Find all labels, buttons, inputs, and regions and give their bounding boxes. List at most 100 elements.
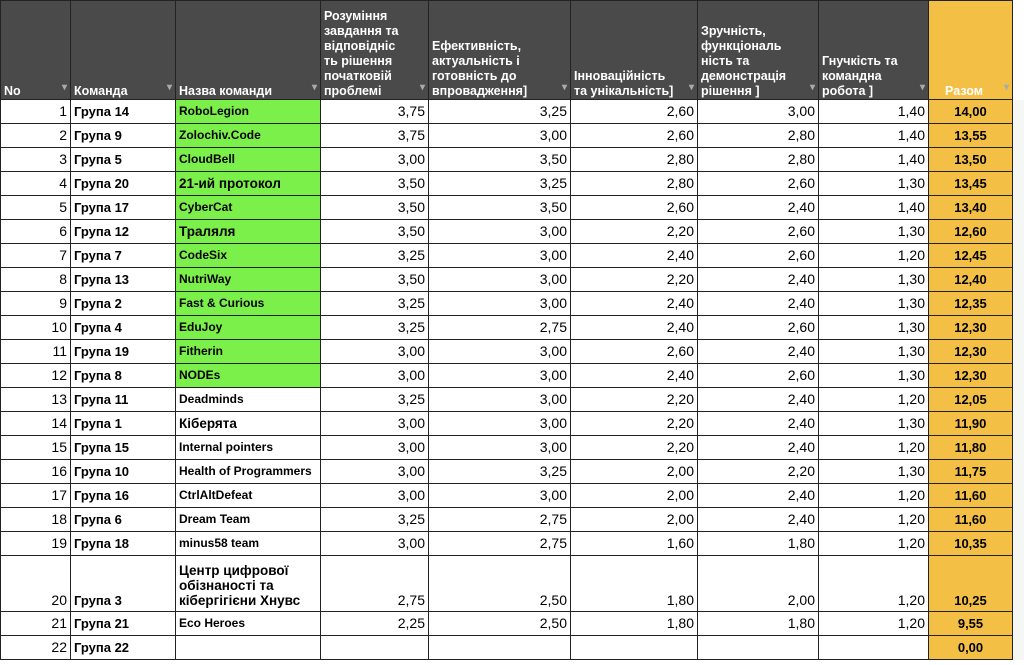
cell-no[interactable]: 11 xyxy=(0,339,71,364)
cell-total[interactable]: 13,55 xyxy=(928,123,1013,148)
cell-total[interactable]: 14,00 xyxy=(928,99,1013,124)
cell-group[interactable]: Група 2 xyxy=(70,291,176,316)
filter-icon[interactable]: ▾ xyxy=(61,82,67,93)
cell-no[interactable]: 1 xyxy=(0,99,71,124)
cell-no[interactable]: 14 xyxy=(0,411,71,436)
cell-no[interactable]: 6 xyxy=(0,219,71,244)
cell-c4[interactable]: 2,60 xyxy=(697,315,819,340)
cell-name[interactable]: Eco Heroes xyxy=(175,611,321,636)
cell-total[interactable]: 12,30 xyxy=(928,339,1013,364)
cell-group[interactable]: Група 8 xyxy=(70,363,176,388)
cell-total[interactable]: 13,50 xyxy=(928,147,1013,172)
cell-total[interactable]: 9,55 xyxy=(928,611,1013,636)
cell-name[interactable]: Центр цифрової обізнаності та кібергігіє… xyxy=(175,555,321,612)
cell-c4[interactable]: 1,80 xyxy=(697,611,819,636)
cell-c2[interactable]: 3,00 xyxy=(428,291,571,316)
cell-c1[interactable]: 3,75 xyxy=(320,99,429,124)
cell-c3[interactable]: 2,20 xyxy=(570,219,698,244)
cell-c1[interactable]: 3,00 xyxy=(320,147,429,172)
cell-c1[interactable]: 3,25 xyxy=(320,507,429,532)
cell-no[interactable]: 20 xyxy=(0,555,71,612)
cell-name[interactable]: Zolochiv.Code xyxy=(175,123,321,148)
cell-c5[interactable]: 1,30 xyxy=(818,219,929,244)
cell-name[interactable]: CtrlAltDefeat xyxy=(175,483,321,508)
cell-c5[interactable]: 1,40 xyxy=(818,147,929,172)
cell-name[interactable] xyxy=(175,635,321,660)
cell-no[interactable]: 10 xyxy=(0,315,71,340)
column-header-team-name[interactable]: Назва команди ▾ xyxy=(175,0,321,100)
cell-no[interactable]: 2 xyxy=(0,123,71,148)
cell-group[interactable]: Група 14 xyxy=(70,99,176,124)
cell-c3[interactable]: 2,40 xyxy=(570,363,698,388)
cell-c1[interactable]: 3,75 xyxy=(320,123,429,148)
cell-group[interactable]: Група 3 xyxy=(70,555,176,612)
cell-total[interactable]: 13,45 xyxy=(928,171,1013,196)
filter-icon[interactable]: ▾ xyxy=(419,82,425,93)
cell-name[interactable]: RoboLegion xyxy=(175,99,321,124)
cell-no[interactable]: 3 xyxy=(0,147,71,172)
cell-group[interactable]: Група 7 xyxy=(70,243,176,268)
column-header-understanding[interactable]: Розуміння завдання та відповідніс ть ріш… xyxy=(320,0,429,100)
cell-c2[interactable]: 3,00 xyxy=(428,243,571,268)
cell-total[interactable]: 11,90 xyxy=(928,411,1013,436)
cell-no[interactable]: 7 xyxy=(0,243,71,268)
cell-group[interactable]: Група 5 xyxy=(70,147,176,172)
column-header-team[interactable]: Команда ▾ xyxy=(70,0,176,100)
cell-c2[interactable]: 3,25 xyxy=(428,171,571,196)
cell-c1[interactable]: 3,50 xyxy=(320,219,429,244)
cell-no[interactable]: 16 xyxy=(0,459,71,484)
cell-c5[interactable]: 1,40 xyxy=(818,123,929,148)
cell-c2[interactable]: 3,00 xyxy=(428,123,571,148)
cell-c2[interactable] xyxy=(428,635,571,660)
cell-c4[interactable]: 2,40 xyxy=(697,267,819,292)
cell-c1[interactable]: 3,25 xyxy=(320,387,429,412)
cell-c2[interactable]: 2,75 xyxy=(428,315,571,340)
cell-c1[interactable]: 3,00 xyxy=(320,411,429,436)
cell-group[interactable]: Група 16 xyxy=(70,483,176,508)
cell-total[interactable]: 0,00 xyxy=(928,635,1013,660)
cell-c1[interactable]: 3,00 xyxy=(320,483,429,508)
column-header-usability[interactable]: Зручність, функціональ ність та демонстр… xyxy=(697,0,819,100)
cell-c4[interactable]: 2,20 xyxy=(697,459,819,484)
cell-c2[interactable]: 2,75 xyxy=(428,531,571,556)
cell-c1[interactable]: 2,75 xyxy=(320,555,429,612)
cell-no[interactable]: 5 xyxy=(0,195,71,220)
cell-no[interactable]: 8 xyxy=(0,267,71,292)
cell-c4[interactable]: 1,80 xyxy=(697,531,819,556)
cell-c5[interactable]: 1,20 xyxy=(818,435,929,460)
filter-icon[interactable]: ▾ xyxy=(688,82,694,93)
cell-group[interactable]: Група 22 xyxy=(70,635,176,660)
cell-c4[interactable]: 2,40 xyxy=(697,339,819,364)
cell-c4[interactable]: 2,40 xyxy=(697,483,819,508)
column-header-effectiveness[interactable]: Ефективність, актуальність і готовність … xyxy=(428,0,571,100)
cell-c3[interactable]: 2,20 xyxy=(570,411,698,436)
cell-c5[interactable]: 1,20 xyxy=(818,387,929,412)
cell-c1[interactable]: 3,25 xyxy=(320,291,429,316)
column-header-no[interactable]: No ▾ xyxy=(0,0,71,100)
cell-name[interactable]: NODEs xyxy=(175,363,321,388)
cell-c2[interactable]: 3,00 xyxy=(428,483,571,508)
cell-name[interactable]: minus58 team xyxy=(175,531,321,556)
cell-c4[interactable]: 2,40 xyxy=(697,195,819,220)
cell-no[interactable]: 21 xyxy=(0,611,71,636)
cell-total[interactable]: 11,60 xyxy=(928,507,1013,532)
cell-total[interactable]: 12,45 xyxy=(928,243,1013,268)
cell-c5[interactable]: 1,30 xyxy=(818,339,929,364)
cell-c4[interactable]: 2,60 xyxy=(697,219,819,244)
cell-c2[interactable]: 3,25 xyxy=(428,99,571,124)
column-header-total[interactable]: Разом ▾ xyxy=(928,0,1013,100)
cell-c4[interactable]: 2,40 xyxy=(697,411,819,436)
filter-icon[interactable]: ▾ xyxy=(311,82,317,93)
cell-c3[interactable]: 1,80 xyxy=(570,611,698,636)
cell-total[interactable]: 12,35 xyxy=(928,291,1013,316)
cell-name[interactable]: NutriWay xyxy=(175,267,321,292)
cell-name[interactable]: Deadminds xyxy=(175,387,321,412)
cell-c4[interactable]: 2,40 xyxy=(697,387,819,412)
cell-group[interactable]: Група 1 xyxy=(70,411,176,436)
cell-no[interactable]: 4 xyxy=(0,171,71,196)
cell-group[interactable]: Група 17 xyxy=(70,195,176,220)
cell-c2[interactable]: 3,00 xyxy=(428,267,571,292)
cell-c3[interactable] xyxy=(570,635,698,660)
cell-name[interactable]: Health of Programmers xyxy=(175,459,321,484)
cell-c1[interactable]: 3,00 xyxy=(320,459,429,484)
